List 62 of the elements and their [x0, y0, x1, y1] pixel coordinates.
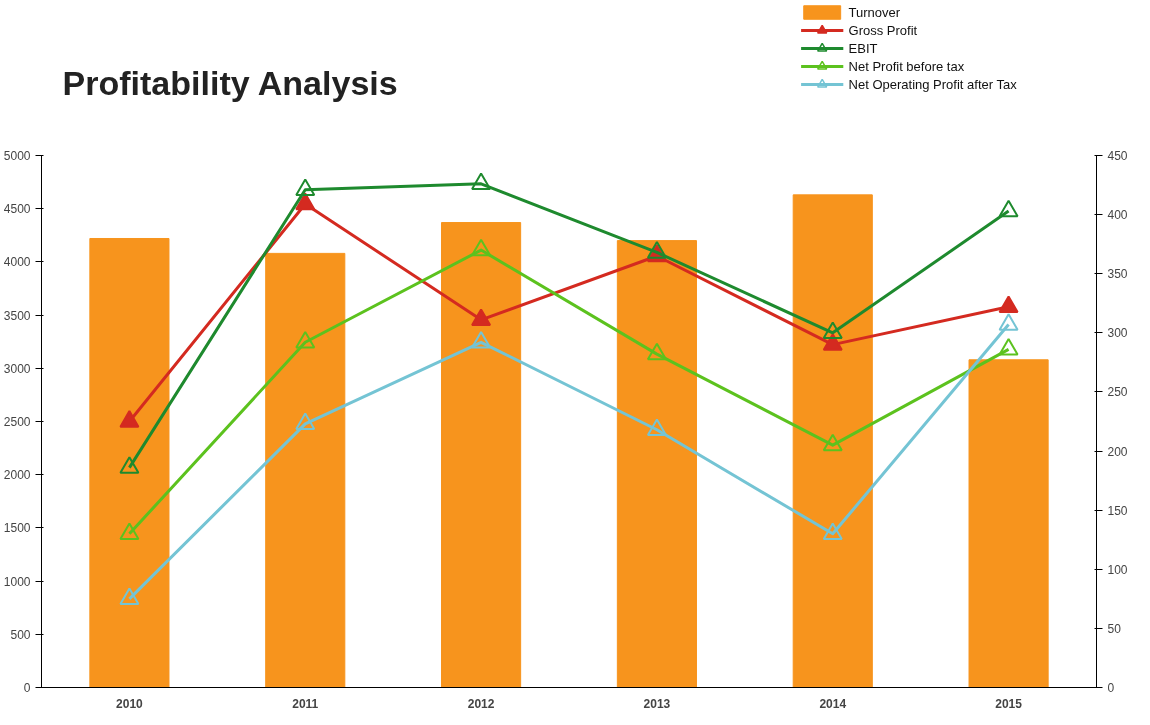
y-tick-label: 5000 — [3, 149, 31, 163]
bar — [616, 240, 697, 688]
y2-tick-label: 350 — [1107, 267, 1128, 282]
y2-tick-label: 100 — [1107, 562, 1128, 577]
point — [998, 199, 1019, 218]
y2-tick-label: 200 — [1107, 444, 1128, 459]
point — [998, 337, 1019, 356]
legend-label: Net Operating Profit after Tax — [848, 77, 1018, 92]
y2-tick-label: 0 — [1107, 681, 1115, 695]
point — [822, 321, 843, 340]
y-tick-label: 3000 — [3, 361, 31, 376]
legend-label: Turnover — [848, 5, 901, 20]
point — [998, 295, 1019, 314]
y2-tick-label: 150 — [1107, 503, 1128, 518]
bar — [441, 222, 522, 688]
legend-label: Net Profit before tax — [848, 59, 965, 74]
y-tick-label: 0 — [23, 681, 31, 695]
point — [119, 522, 140, 541]
point — [998, 313, 1019, 331]
point — [471, 238, 492, 257]
x-tick-label: 2013 — [643, 696, 671, 711]
y-tick-label: 500 — [10, 627, 31, 642]
bar — [265, 252, 346, 688]
y-tick-label: 2500 — [3, 415, 31, 429]
point — [295, 192, 316, 211]
y2-tick-label: 300 — [1107, 326, 1128, 341]
y-tick-label: 1000 — [3, 574, 31, 589]
y-tick-label: 2000 — [3, 468, 31, 483]
x-tick-label: 2012 — [467, 696, 495, 711]
y2-tick-label: 250 — [1107, 385, 1128, 400]
point — [295, 330, 316, 349]
y2-tick-label: 50 — [1107, 621, 1122, 636]
chart-title: Profitability Analysis — [62, 64, 398, 102]
point — [471, 172, 492, 191]
legend-label: EBIT — [848, 41, 878, 56]
bar — [792, 194, 873, 688]
y2-tick-label: 400 — [1107, 208, 1128, 223]
point — [119, 587, 140, 606]
x-tick-label: 2010 — [116, 696, 144, 711]
x-tick-label: 2015 — [995, 696, 1023, 711]
point — [119, 456, 140, 474]
bar — [968, 359, 1049, 688]
point — [822, 333, 843, 351]
y2-tick-label: 450 — [1107, 149, 1128, 163]
point — [119, 410, 140, 428]
point — [471, 308, 492, 327]
point — [822, 433, 843, 452]
point — [295, 178, 316, 196]
point — [295, 412, 316, 431]
point — [471, 330, 492, 349]
legend-label: Gross Profit — [848, 23, 918, 38]
point — [822, 522, 843, 541]
bar — [89, 237, 170, 688]
x-tick-label: 2014 — [819, 696, 847, 711]
x-tick-label: 2011 — [292, 696, 319, 711]
y-tick-label: 4500 — [3, 202, 31, 217]
y-tick-label: 4000 — [3, 255, 31, 270]
point — [646, 241, 667, 259]
y-tick-label: 1500 — [3, 521, 31, 536]
y-tick-label: 3500 — [3, 308, 31, 323]
point — [646, 342, 667, 361]
point — [646, 418, 667, 436]
